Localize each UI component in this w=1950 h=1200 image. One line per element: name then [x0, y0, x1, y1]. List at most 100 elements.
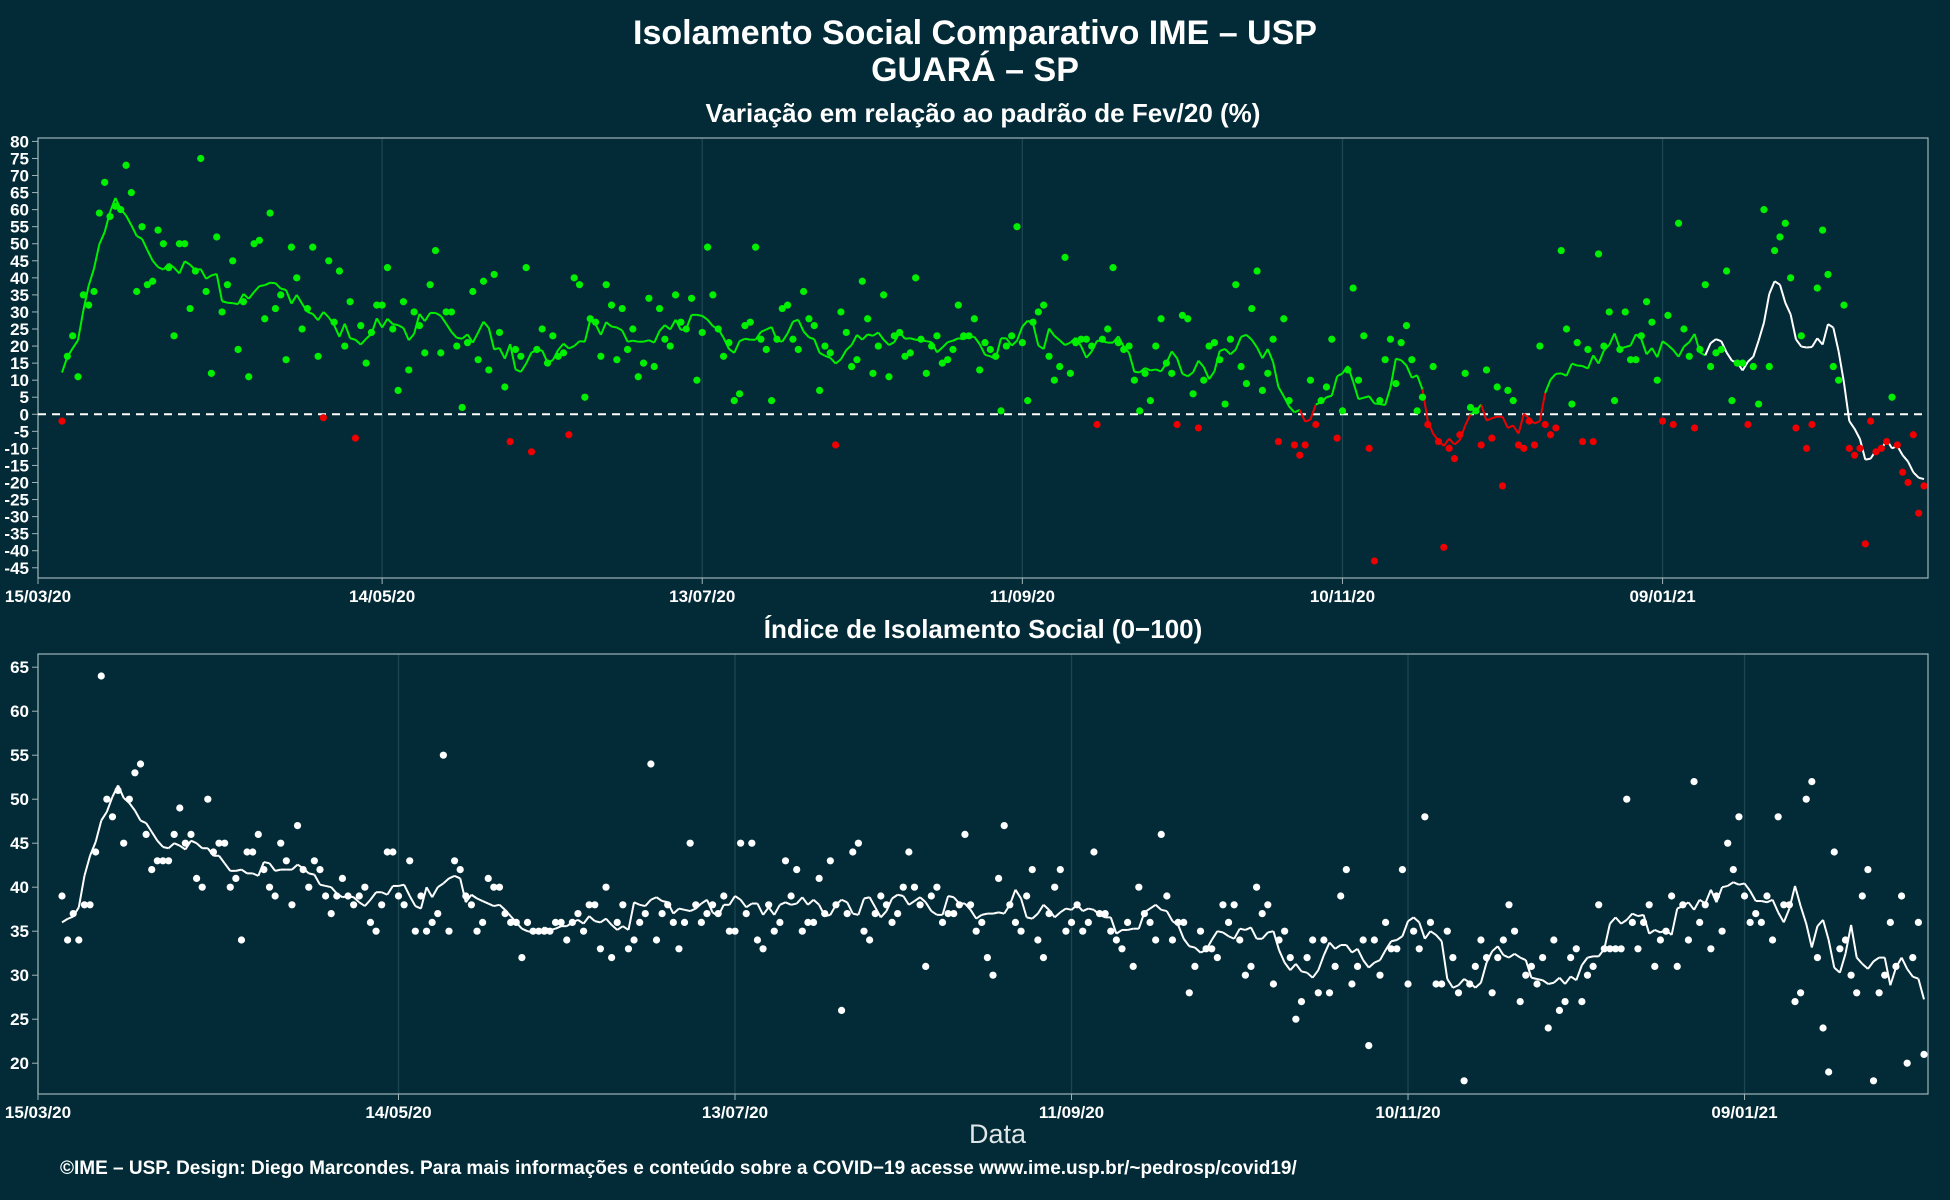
- trend-line-segment: [290, 294, 298, 305]
- trend-line-segment: [184, 260, 191, 266]
- data-point: [106, 212, 114, 221]
- trend-line-segment: [639, 903, 646, 908]
- data-point: [916, 901, 924, 909]
- trend-line-segment: [1150, 368, 1156, 372]
- data-point: [1072, 339, 1080, 347]
- trend-line-segment: [733, 340, 741, 354]
- x-tick-label: 14/05/20: [365, 1103, 431, 1122]
- trend-line-segment: [1479, 962, 1488, 984]
- data-point: [527, 448, 536, 456]
- trend-line-segment: [1351, 947, 1359, 954]
- data-point: [757, 335, 765, 343]
- data-point: [495, 328, 504, 337]
- data-point: [720, 892, 728, 900]
- trend-line-segment: [599, 321, 608, 336]
- trend-line-segment: [1362, 959, 1370, 969]
- trend-line-segment: [1683, 341, 1690, 348]
- trend-line-segment: [1587, 955, 1594, 959]
- trend-line-segment: [280, 287, 287, 291]
- data-point: [655, 304, 664, 313]
- trend-line-segment: [146, 249, 154, 262]
- data-point: [1189, 390, 1197, 398]
- trend-line-segment: [381, 318, 389, 329]
- data-point: [986, 345, 994, 354]
- data-point: [1525, 417, 1533, 425]
- data-point: [415, 321, 424, 330]
- data-point: [1146, 918, 1154, 927]
- trend-line-segment: [1020, 898, 1028, 918]
- data-point: [357, 321, 365, 330]
- data-point: [805, 315, 813, 323]
- trend-line-segment: [1832, 327, 1840, 352]
- data-point: [176, 804, 184, 812]
- data-point: [1129, 962, 1137, 971]
- data-point: [1536, 342, 1544, 350]
- trend-line-segment: [1872, 956, 1880, 963]
- data-point: [136, 760, 145, 768]
- trend-line-segment: [1508, 952, 1516, 959]
- trend-line-segment: [594, 323, 602, 336]
- data-point: [944, 356, 952, 364]
- data-point: [565, 431, 573, 439]
- trend-line-segment: [1774, 280, 1781, 286]
- data-point: [1286, 954, 1294, 962]
- y-tick-label: -45: [4, 559, 29, 578]
- data-point: [1909, 954, 1917, 962]
- trend-line-segment: [1453, 439, 1461, 446]
- data-point: [1338, 407, 1347, 415]
- data-point: [80, 901, 89, 909]
- data-point: [1460, 1077, 1468, 1085]
- data-point: [1196, 927, 1205, 935]
- trend-line-segment: [1789, 314, 1797, 340]
- trend-line-segment: [872, 331, 879, 337]
- data-point: [1163, 892, 1171, 900]
- data-point: [1780, 901, 1788, 909]
- data-point: [1392, 379, 1400, 388]
- data-point: [1303, 954, 1311, 962]
- data-point: [1290, 441, 1299, 449]
- data-point: [1248, 304, 1256, 313]
- y-tick-label: 50: [10, 235, 29, 254]
- trend-line-segment: [1064, 341, 1071, 346]
- data-point: [636, 918, 644, 927]
- trend-line-segment: [1710, 338, 1717, 344]
- trend-line-segment: [785, 901, 792, 906]
- trend-line-segment: [1654, 929, 1661, 934]
- data-point: [1410, 927, 1418, 935]
- trend-line-segment: [627, 902, 636, 931]
- data-point: [1886, 918, 1894, 927]
- trend-line-segment: [338, 323, 346, 338]
- data-point: [877, 892, 885, 900]
- trend-line-segment: [1620, 919, 1628, 925]
- data-point: [938, 359, 946, 367]
- data-point: [1232, 281, 1240, 289]
- trend-line-segment: [322, 311, 330, 319]
- trend-line-segment: [313, 874, 321, 886]
- trend-line-segment: [1210, 930, 1219, 941]
- data-point: [1776, 233, 1784, 241]
- data-point: [1701, 281, 1709, 289]
- data-point: [148, 866, 156, 874]
- trend-line-segment: [801, 896, 809, 906]
- trend-line-segment: [644, 899, 652, 907]
- data-point: [586, 315, 594, 323]
- data-point: [125, 795, 133, 803]
- data-point: [1443, 927, 1451, 935]
- trend-line-segment: [1491, 415, 1498, 420]
- data-point: [1578, 437, 1587, 446]
- trend-line-segment: [1629, 333, 1637, 347]
- trend-line-segment: [403, 884, 411, 897]
- trend-line-segment: [1672, 349, 1680, 358]
- trend-line-segment: [1645, 347, 1653, 355]
- trend-line-segment: [1363, 395, 1370, 399]
- data-point: [1253, 267, 1261, 275]
- data-point: [1763, 892, 1771, 900]
- data-point: [1664, 311, 1672, 319]
- trend-line-segment: [1400, 359, 1408, 367]
- trend-line-segment: [1234, 336, 1243, 350]
- trend-line-segment: [1278, 949, 1286, 964]
- data-point: [1645, 901, 1653, 909]
- y-tick-label: 60: [10, 702, 29, 721]
- data-point: [1029, 318, 1037, 326]
- data-point: [1062, 927, 1070, 935]
